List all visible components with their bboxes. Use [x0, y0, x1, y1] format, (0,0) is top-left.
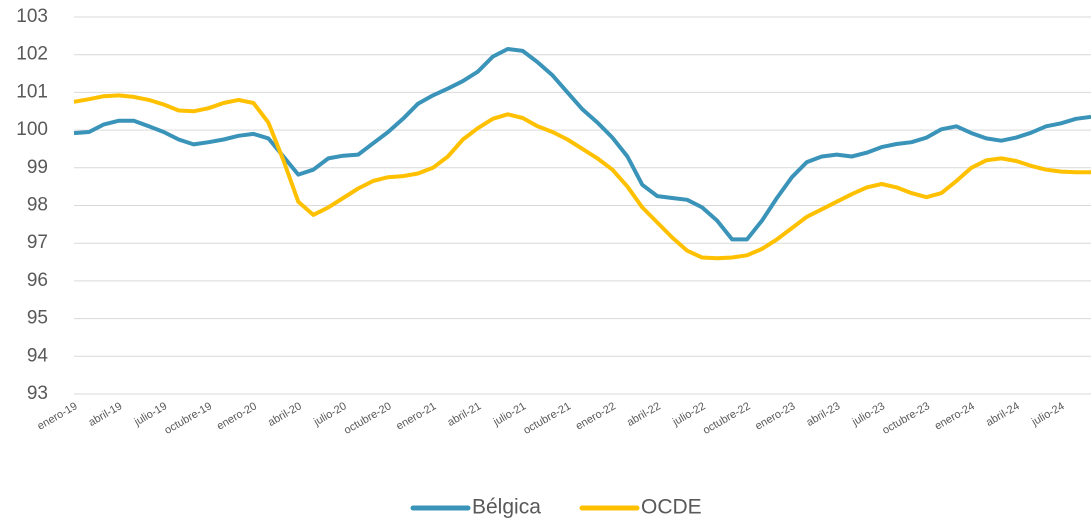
x-tick-label: abril-22 [625, 400, 663, 429]
x-tick-label: enero-20 [215, 400, 259, 432]
x-tick-label: enero-23 [753, 400, 797, 432]
x-tick-label: octubre-21 [521, 400, 573, 437]
x-tick-label: julio-19 [132, 400, 170, 429]
line [73, 47, 1091, 242]
x-tick-label: abril-19 [87, 400, 125, 429]
y-tick-label: 99 [27, 157, 48, 178]
line [73, 93, 1091, 261]
x-tick-label: julio-22 [670, 400, 708, 429]
x-tick-label: abril-21 [446, 400, 484, 429]
y-tick-label: 93 [27, 383, 48, 404]
y-tick-label: 103 [16, 6, 48, 27]
x-tick-label: octubre-19 [163, 400, 215, 437]
x-tick-label: julio-20 [311, 400, 349, 429]
y-tick-label: 95 [27, 308, 48, 329]
x-tick-label: octubre-22 [701, 400, 753, 437]
x-tick-label: octubre-20 [342, 400, 394, 437]
x-tick-label: enero-21 [394, 400, 438, 432]
y-tick-label: 100 [16, 119, 48, 140]
x-tick-label: enero-24 [933, 400, 977, 432]
x-tick-label: julio-24 [1029, 400, 1067, 429]
legend-label: OCDE [641, 496, 702, 519]
y-tick-label: 102 [16, 44, 48, 65]
x-tick-label: julio-21 [491, 400, 529, 429]
x-tick-label: enero-19 [35, 400, 79, 432]
x-tick-label: enero-22 [574, 400, 618, 432]
y-tick-label: 97 [27, 232, 48, 253]
x-tick-label: julio-23 [850, 400, 888, 429]
y-tick-label: 96 [27, 270, 48, 291]
legend-label: Bélgica [472, 496, 541, 519]
x-tick-label: abril-20 [266, 400, 304, 429]
y-tick-label: 101 [16, 81, 48, 102]
x-tick-label: abril-23 [804, 400, 842, 429]
y-tick-label: 94 [27, 345, 49, 366]
x-tick-label: abril-24 [984, 400, 1022, 429]
y-tick-label: 98 [27, 195, 48, 216]
x-tick-label: octubre-23 [880, 400, 932, 437]
